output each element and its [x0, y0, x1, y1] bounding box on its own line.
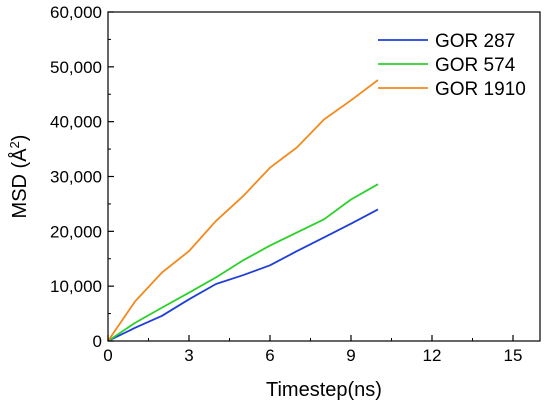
y-tick-label: 60,000 — [50, 3, 102, 22]
y-axis-title-main: MSD (Å — [8, 148, 31, 219]
y-tick-label: 0 — [93, 332, 102, 351]
legend-label: GOR 1910 — [435, 79, 526, 100]
x-tick-label: 0 — [103, 346, 112, 365]
series-line-2 — [107, 183, 379, 342]
x-tick-label: 9 — [346, 346, 355, 365]
y-tick-label: 50,000 — [50, 58, 102, 77]
y-tick-label: 30,000 — [50, 168, 102, 187]
y-tick-label: 10,000 — [50, 277, 102, 296]
y-axis-title: MSD (Å2) — [7, 135, 32, 219]
x-tick-label: 15 — [504, 346, 523, 365]
x-tick-label: 12 — [423, 346, 442, 365]
y-axis-title-close: ) — [9, 135, 31, 142]
legend-label: GOR 574 — [435, 55, 516, 76]
x-tick-label: 6 — [265, 346, 274, 365]
y-axis: 0 10,000 20,000 30,000 40,000 50,000 60,000 — [50, 3, 114, 351]
legend: GOR 287 GOR 574 GOR 1910 — [378, 31, 526, 100]
x-axis-title: Timestep(ns) — [266, 379, 382, 401]
series-layer — [107, 79, 379, 342]
series-line-1 — [107, 208, 379, 342]
y-axis-title-superscript: 2 — [7, 141, 22, 148]
series-line-3 — [107, 79, 379, 342]
y-tick-label: 40,000 — [50, 113, 102, 132]
x-tick-label: 3 — [184, 346, 193, 365]
y-tick-label: 20,000 — [50, 222, 102, 241]
x-axis: 0 3 6 9 12 15 — [103, 335, 522, 365]
legend-label: GOR 287 — [435, 31, 515, 52]
